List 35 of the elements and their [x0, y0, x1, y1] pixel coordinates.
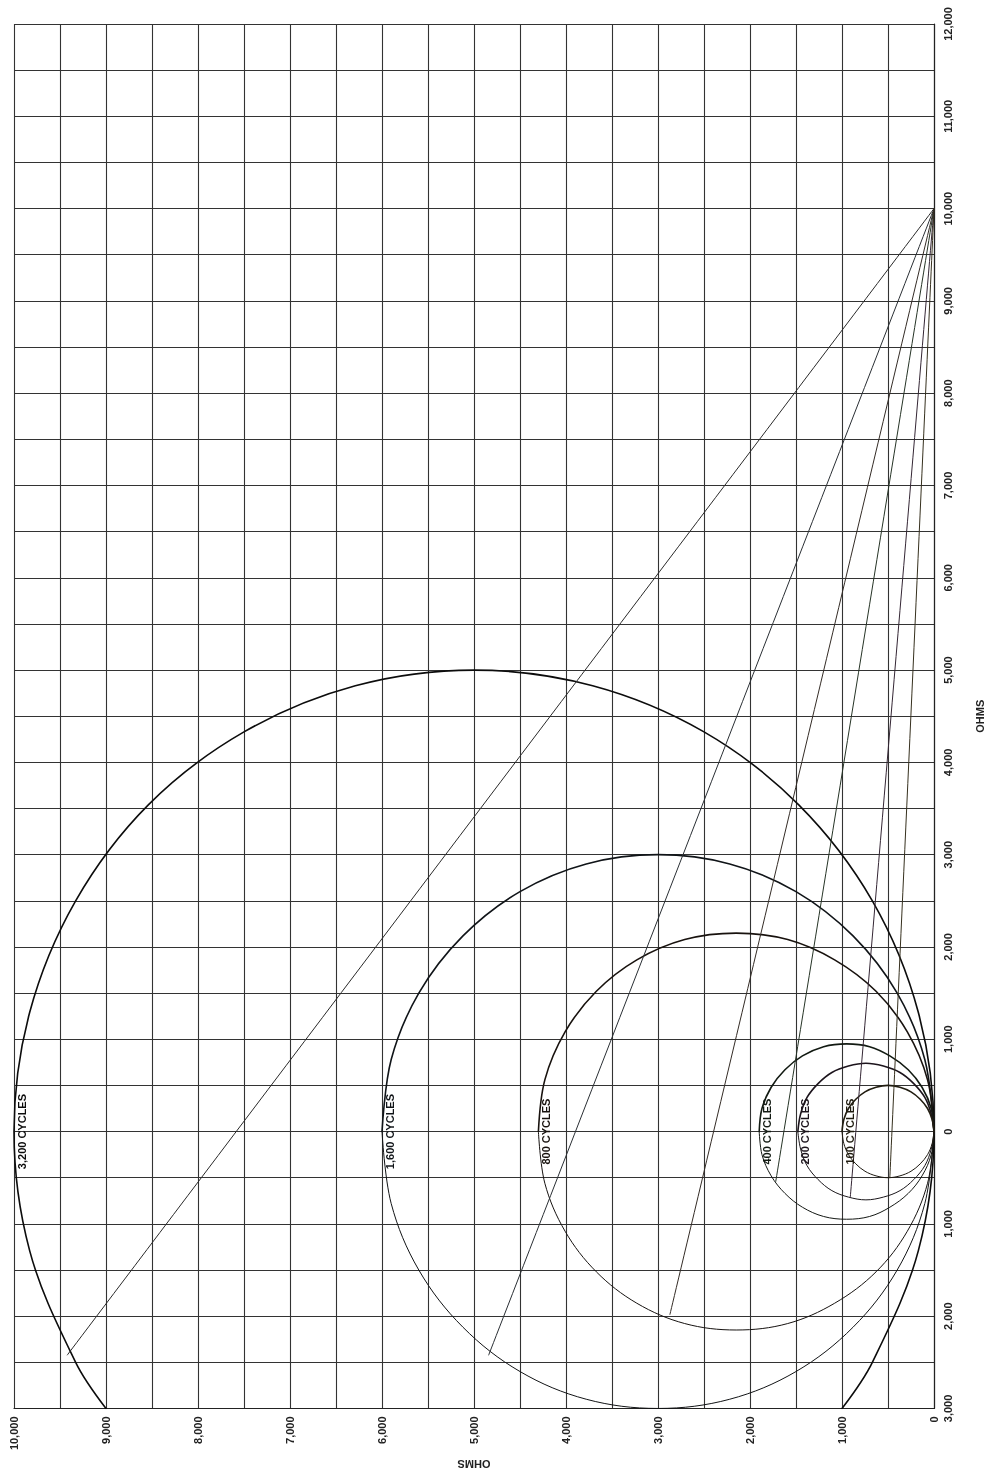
y-tick-label: 3,000: [941, 1394, 954, 1423]
text: 800 CYCLES: [539, 1098, 552, 1165]
y-tick-label: 9,000: [941, 287, 954, 315]
y-tick-label: 0: [941, 1128, 954, 1135]
text: 3,200 CYCLES: [15, 1093, 28, 1170]
text: 200 CYCLES: [799, 1098, 812, 1165]
y-tick-label: 2,000: [941, 933, 954, 961]
y-tick-label: 6,000: [941, 564, 954, 592]
x-tick-label: 3,000: [652, 1416, 664, 1444]
y-tick-label: 4,000: [941, 748, 954, 777]
y-tick-label: 1,000: [941, 1025, 954, 1054]
x-tick-label: 10,000: [8, 1416, 20, 1451]
text: 400 CYCLES: [760, 1098, 773, 1165]
y-tick-label: 1,000: [941, 1210, 954, 1238]
text: 1,600 CYCLES: [383, 1093, 396, 1170]
x-tick-label: 4,000: [560, 1416, 572, 1444]
x-tick-label: 0: [928, 1416, 940, 1423]
x-tick-label: 6,000: [376, 1416, 388, 1444]
y-tick-label: 8,000: [941, 379, 954, 407]
y-tick-label: 2,000: [941, 1302, 954, 1330]
x-tick-label: 5,000: [468, 1416, 480, 1444]
x-tick-label: 2,000: [744, 1416, 756, 1444]
x-tick-label: 7,000: [284, 1416, 296, 1444]
y-tick-label: 3,000: [941, 840, 954, 869]
y-axis-title: OHMS: [973, 699, 986, 733]
x-tick-label: 1,000: [836, 1416, 848, 1444]
y-tick-label: 11,000: [941, 99, 954, 133]
x-tick-label: 8,000: [192, 1416, 204, 1444]
y-tick-label: 5,000: [941, 656, 954, 684]
y-tick-label: 10,000: [941, 191, 954, 226]
y-tick-label: 12,000: [941, 7, 954, 41]
y-tick-label: 7,000: [941, 471, 954, 500]
text: 100 CYCLES: [843, 1098, 856, 1165]
x-axis-title: OHMS: [457, 1457, 491, 1470]
x-tick-label: 9,000: [100, 1416, 112, 1444]
